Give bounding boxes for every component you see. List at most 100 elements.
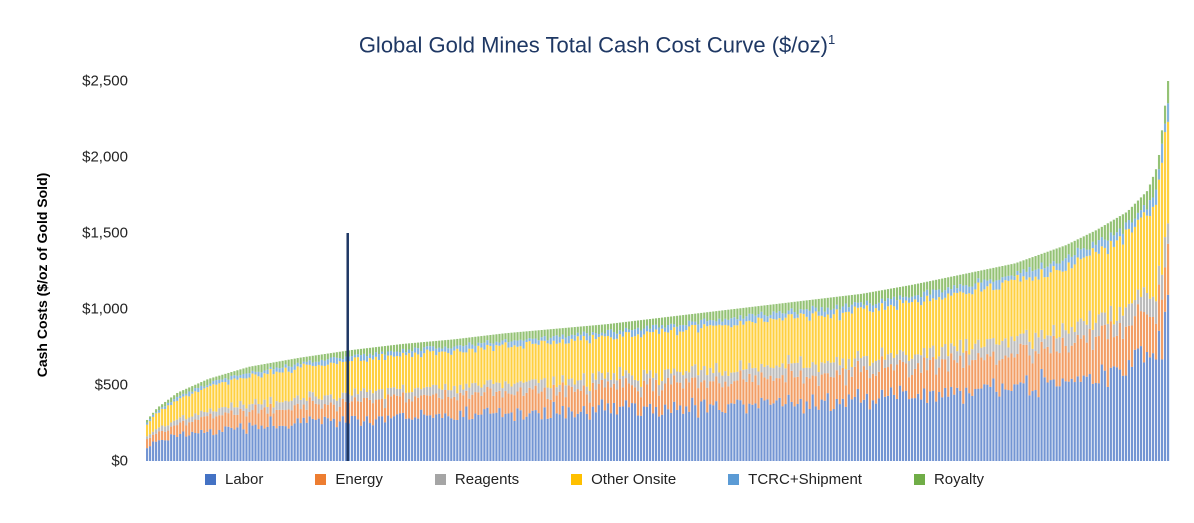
bar-segment-tcrc-shipment bbox=[408, 349, 411, 354]
bar-segment-other-onsite bbox=[507, 347, 510, 384]
bar-segment-energy bbox=[865, 369, 868, 394]
bar-segment-tcrc-shipment bbox=[862, 304, 865, 309]
bar-segment-reagents bbox=[950, 343, 953, 354]
bar-segment-other-onsite bbox=[149, 421, 152, 435]
bar-segment-tcrc-shipment bbox=[287, 366, 290, 372]
bar-segment-reagents bbox=[1049, 335, 1052, 354]
bar-segment-reagents bbox=[474, 382, 477, 393]
bar-segment-tcrc-shipment bbox=[1073, 255, 1076, 265]
bar-segment-reagents bbox=[1034, 332, 1037, 352]
bar-segment-other-onsite bbox=[353, 357, 356, 389]
bar-segment-tcrc-shipment bbox=[441, 348, 444, 352]
bar-segment-labor bbox=[432, 417, 435, 461]
bar-segment-royalty bbox=[636, 320, 640, 328]
bar-segment-energy bbox=[947, 371, 950, 397]
bar-segment-reagents bbox=[459, 384, 462, 393]
bar-segment-other-onsite bbox=[624, 332, 628, 371]
bar-segment-reagents bbox=[923, 347, 926, 358]
bar-segment-tcrc-shipment bbox=[1154, 189, 1158, 205]
bar-segment-other-onsite bbox=[215, 384, 218, 412]
bar-segment-energy bbox=[904, 363, 908, 391]
bar-segment-tcrc-shipment bbox=[1004, 276, 1007, 281]
bar-segment-energy bbox=[555, 395, 558, 414]
bar-segment-other-onsite bbox=[1094, 251, 1097, 323]
bar-segment-other-onsite bbox=[534, 343, 537, 380]
bar-segment-reagents bbox=[823, 363, 826, 374]
bar-segment-tcrc-shipment bbox=[676, 326, 679, 336]
bar-segment-energy bbox=[661, 390, 664, 415]
bar-segment-tcrc-shipment bbox=[1082, 248, 1085, 258]
bar-segment-royalty bbox=[260, 364, 263, 373]
y-tick-label: $2,000 bbox=[82, 148, 128, 166]
bar-segment-tcrc-shipment bbox=[224, 378, 227, 383]
bar-segment-other-onsite bbox=[275, 371, 278, 402]
bar-segment-other-onsite bbox=[531, 343, 534, 380]
bar-segment-royalty bbox=[257, 365, 260, 372]
bar-segment-reagents bbox=[317, 398, 320, 405]
bar-segment-reagents bbox=[651, 377, 655, 392]
bar-segment-other-onsite bbox=[1109, 240, 1112, 306]
bar-segment-royalty bbox=[721, 310, 724, 322]
bar-segment-labor bbox=[359, 425, 363, 461]
bar-segment-energy bbox=[727, 386, 730, 405]
bar-segment-tcrc-shipment bbox=[513, 340, 516, 346]
bar-segment-energy bbox=[898, 359, 902, 386]
bar-segment-other-onsite bbox=[880, 303, 884, 348]
bar-segment-reagents bbox=[1067, 333, 1070, 353]
bar-segment-other-onsite bbox=[326, 364, 329, 396]
bar-segment-reagents bbox=[757, 371, 760, 386]
bar-segment-royalty bbox=[962, 274, 965, 286]
bar-segment-tcrc-shipment bbox=[1022, 269, 1025, 277]
bar-segment-tcrc-shipment bbox=[1064, 258, 1067, 271]
bar-segment-labor bbox=[944, 387, 947, 461]
bar-segment-energy bbox=[212, 418, 215, 436]
bar-segment-labor bbox=[688, 411, 691, 461]
bar-segment-energy bbox=[1049, 353, 1052, 381]
bar-segment-royalty bbox=[224, 373, 227, 379]
bar-segment-other-onsite bbox=[796, 317, 799, 363]
bar-segment-royalty bbox=[706, 312, 709, 322]
bar-segment-tcrc-shipment bbox=[582, 331, 585, 337]
bar-segment-energy bbox=[1076, 334, 1079, 377]
bar-segment-energy bbox=[498, 390, 501, 409]
bar-segment-reagents bbox=[501, 388, 504, 398]
bar-segment-tcrc-shipment bbox=[667, 325, 670, 333]
bar-segment-energy bbox=[176, 425, 179, 437]
bar-segment-other-onsite bbox=[1061, 271, 1064, 324]
bar-segment-tcrc-shipment bbox=[901, 297, 905, 304]
bar-segment-labor bbox=[1133, 349, 1137, 461]
bar-segment-royalty bbox=[648, 319, 652, 329]
bar-segment-other-onsite bbox=[853, 306, 856, 359]
bar-segment-labor bbox=[781, 406, 784, 461]
bar-segment-royalty bbox=[600, 324, 603, 333]
bar-segment-reagents bbox=[299, 399, 302, 410]
bar-segment-energy bbox=[941, 359, 944, 398]
bar-segment-tcrc-shipment bbox=[977, 278, 980, 283]
bar-segment-energy bbox=[667, 378, 670, 410]
bar-segment-other-onsite bbox=[1073, 264, 1076, 332]
bar-segment-other-onsite bbox=[146, 424, 149, 437]
bar-segment-other-onsite bbox=[721, 325, 724, 376]
bar-segment-royalty bbox=[1148, 184, 1152, 201]
bar-segment-royalty bbox=[278, 361, 281, 369]
bar-segment-tcrc-shipment bbox=[784, 313, 787, 318]
bar-segment-other-onsite bbox=[1025, 279, 1028, 330]
bar-segment-energy bbox=[332, 404, 335, 419]
bar-segment-reagents bbox=[188, 417, 191, 423]
bar-segment-labor bbox=[917, 393, 920, 461]
bar-segment-energy bbox=[775, 378, 778, 401]
bar-segment-other-onsite bbox=[299, 367, 302, 400]
bar-segment-royalty bbox=[1136, 200, 1140, 213]
bar-segment-royalty bbox=[317, 354, 320, 362]
bar-segment-royalty bbox=[799, 301, 802, 310]
bar-segment-other-onsite bbox=[1079, 259, 1082, 319]
bar-segment-reagents bbox=[808, 367, 811, 379]
bar-segment-energy bbox=[338, 406, 341, 422]
bar-segment-royalty bbox=[1064, 245, 1067, 259]
bar-segment-tcrc-shipment bbox=[751, 313, 754, 322]
bar-segment-royalty bbox=[395, 344, 399, 352]
bar-segment-tcrc-shipment bbox=[402, 348, 405, 353]
bar-segment-energy bbox=[155, 433, 158, 442]
bar-segment-reagents bbox=[986, 339, 989, 355]
